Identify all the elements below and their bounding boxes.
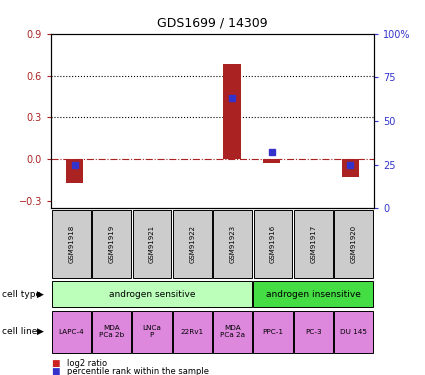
Text: GSM91916: GSM91916 bbox=[270, 225, 276, 263]
FancyBboxPatch shape bbox=[213, 210, 252, 278]
Text: ▶: ▶ bbox=[37, 290, 44, 298]
Text: GSM91923: GSM91923 bbox=[230, 225, 236, 263]
FancyBboxPatch shape bbox=[92, 210, 131, 278]
Text: MDA
PCa 2a: MDA PCa 2a bbox=[220, 326, 245, 338]
Text: DU 145: DU 145 bbox=[340, 329, 367, 335]
Text: LAPC-4: LAPC-4 bbox=[58, 329, 84, 335]
FancyBboxPatch shape bbox=[253, 311, 293, 352]
FancyBboxPatch shape bbox=[334, 311, 374, 352]
Text: ■: ■ bbox=[51, 367, 60, 375]
FancyBboxPatch shape bbox=[173, 311, 212, 352]
FancyBboxPatch shape bbox=[132, 311, 172, 352]
FancyBboxPatch shape bbox=[173, 210, 212, 278]
FancyBboxPatch shape bbox=[92, 311, 131, 352]
Bar bbox=[66, 159, 83, 183]
Text: GSM91922: GSM91922 bbox=[189, 225, 196, 263]
Text: ▶: ▶ bbox=[37, 327, 44, 336]
FancyBboxPatch shape bbox=[51, 311, 91, 352]
Text: androgen insensitive: androgen insensitive bbox=[266, 290, 361, 298]
Text: GSM91921: GSM91921 bbox=[149, 225, 155, 263]
Text: androgen sensitive: androgen sensitive bbox=[109, 290, 195, 298]
FancyBboxPatch shape bbox=[334, 210, 373, 278]
Bar bbox=[223, 64, 241, 159]
Text: GDS1699 / 14309: GDS1699 / 14309 bbox=[157, 17, 268, 30]
FancyBboxPatch shape bbox=[253, 281, 374, 307]
FancyBboxPatch shape bbox=[294, 210, 333, 278]
Text: GSM91917: GSM91917 bbox=[310, 225, 317, 263]
Text: PPC-1: PPC-1 bbox=[263, 329, 283, 335]
Text: percentile rank within the sample: percentile rank within the sample bbox=[67, 367, 209, 375]
Bar bbox=[342, 159, 359, 177]
FancyBboxPatch shape bbox=[133, 210, 171, 278]
FancyBboxPatch shape bbox=[254, 210, 292, 278]
FancyBboxPatch shape bbox=[213, 311, 252, 352]
Text: GSM91920: GSM91920 bbox=[351, 225, 357, 263]
Bar bbox=[263, 159, 280, 164]
Text: MDA
PCa 2b: MDA PCa 2b bbox=[99, 326, 124, 338]
FancyBboxPatch shape bbox=[294, 311, 333, 352]
Text: GSM91918: GSM91918 bbox=[68, 225, 74, 263]
Text: cell line: cell line bbox=[2, 327, 37, 336]
Text: ■: ■ bbox=[51, 359, 60, 368]
Text: log2 ratio: log2 ratio bbox=[67, 359, 107, 368]
Text: 22Rv1: 22Rv1 bbox=[181, 329, 204, 335]
FancyBboxPatch shape bbox=[52, 210, 91, 278]
Text: PC-3: PC-3 bbox=[305, 329, 322, 335]
Text: GSM91919: GSM91919 bbox=[108, 225, 115, 263]
Text: LNCa
P: LNCa P bbox=[142, 326, 162, 338]
FancyBboxPatch shape bbox=[51, 281, 252, 307]
Text: cell type: cell type bbox=[2, 290, 41, 298]
